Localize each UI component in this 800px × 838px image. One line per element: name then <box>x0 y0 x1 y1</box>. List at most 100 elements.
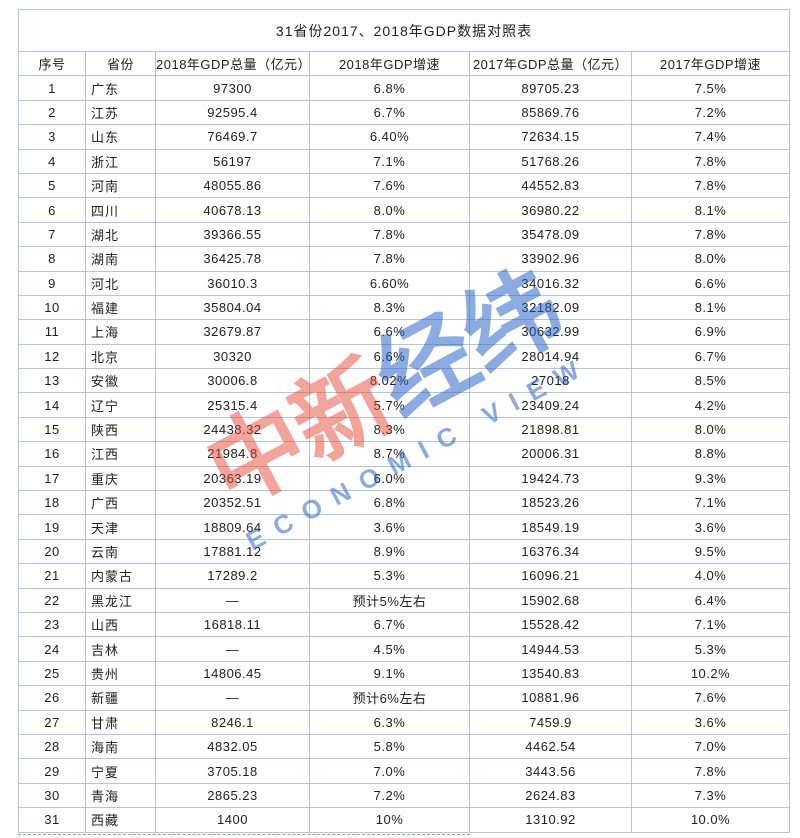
gdp-2018-total: 35804.04 <box>155 294 310 321</box>
gdp-2018-growth: 6.6% <box>309 343 470 370</box>
province-name: 上海 <box>85 319 156 345</box>
province-name: 湖南 <box>85 246 156 272</box>
gdp-2017-growth: 7.8% <box>630 221 791 248</box>
row-index: 7 <box>18 221 86 248</box>
gdp-2018-total: 14806.45 <box>155 660 310 687</box>
province-name: 黑龙江 <box>85 587 156 613</box>
header-row: 序号 省份 2018年GDP总量（亿元） 2018年GDP增速 2017年GDP总量（亿… <box>18 50 791 77</box>
column-header-3: 2018年GDP增速 <box>309 50 470 77</box>
province-name: 天津 <box>85 514 156 540</box>
gdp-2017-growth: 6.7% <box>630 343 791 370</box>
table-row: 8 湖南 36425.78 7.8% 33902.96 8.0% <box>18 246 791 272</box>
row-index: 5 <box>18 172 86 199</box>
column-header-4: 2017年GDP总量（亿元） <box>469 50 632 77</box>
column-header-0: 序号 <box>18 50 86 77</box>
gdp-2017-total: 35478.09 <box>469 221 632 248</box>
table-row: 9 河北 36010.3 6.60% 34016.32 6.6% <box>18 270 791 296</box>
province-name: 贵州 <box>85 660 156 687</box>
gdp-2018-growth: 6.7% <box>309 99 470 126</box>
column-header-5: 2017年GDP增速 <box>630 50 791 77</box>
gdp-2017-total: 85869.76 <box>469 99 632 126</box>
gdp-2017-growth: 6.4% <box>630 587 791 613</box>
gdp-2018-total: 16818.11 <box>155 611 310 638</box>
gdp-2017-growth: 8.0% <box>630 416 791 443</box>
row-index: 16 <box>18 441 86 467</box>
gdp-2018-total: 40678.13 <box>155 197 310 223</box>
province-name: 山东 <box>85 124 156 150</box>
province-name: 四川 <box>85 197 156 223</box>
row-index: 25 <box>18 660 86 687</box>
gdp-2017-growth: 10.2% <box>630 660 791 687</box>
title-row: 31省份2017、2018年GDP数据对照表 <box>17 9 791 52</box>
gdp-2018-total: 30006.8 <box>155 368 310 394</box>
gdp-2018-total: — <box>155 587 310 613</box>
gdp-2017-growth: 8.1% <box>630 197 791 223</box>
gdp-2018-total: 18809.64 <box>155 514 310 540</box>
gdp-2018-growth: 7.6% <box>309 172 470 199</box>
gdp-2017-total: 20006.31 <box>469 441 632 467</box>
gdp-2017-growth: 7.4% <box>630 124 791 150</box>
table-row: 6 四川 40678.13 8.0% 36980.22 8.1% <box>18 197 791 223</box>
gdp-2018-growth: 5.7% <box>309 392 470 418</box>
gdp-2018-growth: 9.1% <box>309 660 470 687</box>
gdp-2017-total: 15528.42 <box>469 611 632 638</box>
gdp-2018-growth: 6.8% <box>309 75 470 101</box>
gdp-2018-growth: 7.0% <box>309 758 470 784</box>
gdp-2018-total: 20363.19 <box>155 465 310 492</box>
gdp-2018-growth: 5.8% <box>309 733 470 760</box>
row-index: 13 <box>18 368 86 394</box>
province-name: 江西 <box>85 441 156 467</box>
gdp-2017-growth: 7.2% <box>630 99 791 126</box>
gdp-2018-total: 24438.32 <box>155 416 310 443</box>
province-name: 内蒙古 <box>85 563 156 589</box>
gdp-2018-total: 36425.78 <box>155 246 310 272</box>
row-index: 17 <box>18 465 86 492</box>
row-index: 19 <box>18 514 86 540</box>
row-index: 26 <box>18 685 86 711</box>
gdp-2018-total: 92595.4 <box>155 99 310 126</box>
province-name: 辽宁 <box>85 392 156 418</box>
gdp-2018-total: 21984.8 <box>155 441 310 467</box>
table-row: 12 北京 30320 6.6% 28014.94 6.7% <box>18 343 791 370</box>
province-name: 浙江 <box>85 148 156 174</box>
gdp-2018-growth: 6.7% <box>309 611 470 638</box>
row-index: 18 <box>18 490 86 516</box>
gdp-2017-total: 27018 <box>469 368 632 394</box>
row-index: 20 <box>18 538 86 565</box>
gdp-2018-growth: 8.3% <box>309 416 470 443</box>
gdp-2017-total: 72634.15 <box>469 124 632 150</box>
province-name: 新疆 <box>85 685 156 711</box>
gdp-2018-total: 17881.12 <box>155 538 310 565</box>
gdp-2018-total: — <box>155 685 310 711</box>
column-header-1: 省份 <box>85 50 156 77</box>
gdp-2018-total: 97300 <box>155 75 310 101</box>
gdp-2018-total: 2865.23 <box>155 782 310 809</box>
table-row: 5 河南 48055.86 7.6% 44552.83 7.8% <box>18 172 791 199</box>
gdp-2017-total: 19424.73 <box>469 465 632 492</box>
gdp-2018-growth: 6.60% <box>309 270 470 296</box>
province-name: 河北 <box>85 270 156 296</box>
province-name: 湖北 <box>85 221 156 248</box>
gdp-2018-total: 76469.7 <box>155 124 310 150</box>
province-name: 宁夏 <box>85 758 156 784</box>
row-index: 2 <box>18 99 86 126</box>
gdp-2017-growth: 10.0% <box>630 807 791 833</box>
row-index: 1 <box>18 75 86 101</box>
gdp-2017-total: 89705.23 <box>469 75 632 101</box>
gdp-2017-total: 2624.83 <box>469 782 632 809</box>
gdp-2017-total: 15902.68 <box>469 587 632 613</box>
gdp-2017-total: 32182.09 <box>469 294 632 321</box>
table-row: 27 甘肃 8246.1 6.3% 7459.9 3.6% <box>18 709 791 735</box>
gdp-2017-growth: 7.8% <box>630 758 791 784</box>
table-row: 11 上海 32679.87 6.6% 30632.99 6.9% <box>18 319 791 345</box>
gdp-2018-total: 48055.86 <box>155 172 310 199</box>
table-row: 2 江苏 92595.4 6.7% 85869.76 7.2% <box>18 99 791 126</box>
gdp-2018-total: 1400 <box>155 807 310 833</box>
gdp-2017-growth: 5.3% <box>630 636 791 662</box>
province-name: 海南 <box>85 733 156 760</box>
gdp-2017-growth: 8.1% <box>630 294 791 321</box>
gdp-2017-total: 7459.9 <box>469 709 632 735</box>
gdp-2017-growth: 9.5% <box>630 538 791 565</box>
province-name: 广东 <box>85 75 156 101</box>
